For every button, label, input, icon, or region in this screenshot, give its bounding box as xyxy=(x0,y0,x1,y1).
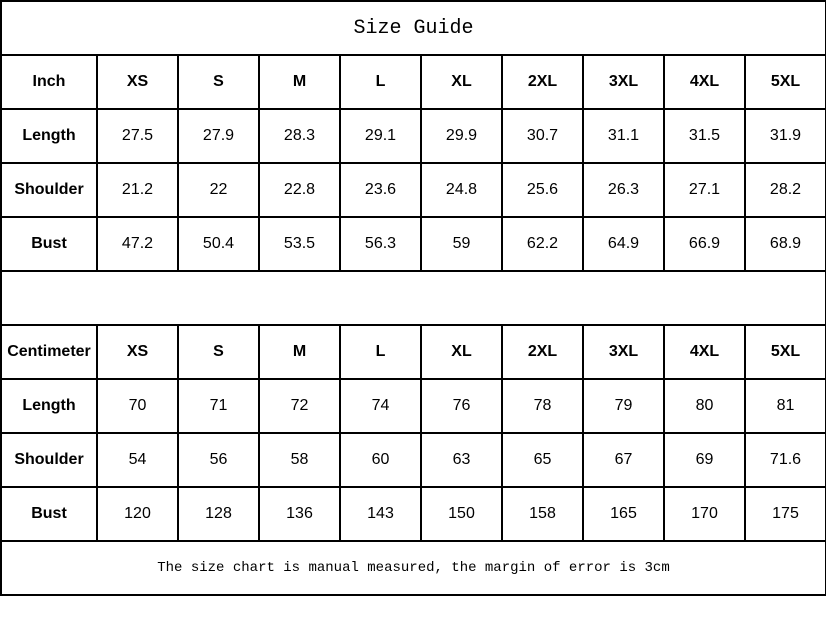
measurement-cell: 128 xyxy=(177,486,260,542)
unit-header: Inch xyxy=(0,54,98,110)
measurement-cell: 31.5 xyxy=(663,108,746,164)
measurement-cell: 71.6 xyxy=(744,432,826,488)
measurement-cell: 78 xyxy=(501,378,584,434)
measurement-cell: 29.1 xyxy=(339,108,422,164)
measurement-cell: 65 xyxy=(501,432,584,488)
measurement-cell: 28.2 xyxy=(744,162,826,218)
table-title: Size Guide xyxy=(0,0,826,56)
measurement-cell: 60 xyxy=(339,432,422,488)
size-header: 2XL xyxy=(501,54,584,110)
size-header: 5XL xyxy=(744,324,826,380)
size-header: 3XL xyxy=(582,324,665,380)
measurement-cell: 67 xyxy=(582,432,665,488)
row-label: Bust xyxy=(0,486,98,542)
measurement-cell: 79 xyxy=(582,378,665,434)
size-header: S xyxy=(177,54,260,110)
measurement-cell: 27.5 xyxy=(96,108,179,164)
measurement-cell: 30.7 xyxy=(501,108,584,164)
measurement-cell: 158 xyxy=(501,486,584,542)
measurement-cell: 22 xyxy=(177,162,260,218)
header-row: Centimeter XS S M L XL 2XL 3XL 4XL 5XL xyxy=(0,324,826,380)
measurement-cell: 29.9 xyxy=(420,108,503,164)
size-header: 5XL xyxy=(744,54,826,110)
row-label: Length xyxy=(0,378,98,434)
unit-header: Centimeter xyxy=(0,324,98,380)
measurement-cell: 56 xyxy=(177,432,260,488)
measurement-cell: 68.9 xyxy=(744,216,826,272)
measurement-cell: 69 xyxy=(663,432,746,488)
measurement-cell: 54 xyxy=(96,432,179,488)
measurement-note: The size chart is manual measured, the m… xyxy=(0,540,826,596)
measurement-cell: 62.2 xyxy=(501,216,584,272)
measurement-cell: 76 xyxy=(420,378,503,434)
spacer-row xyxy=(0,270,826,326)
measurement-cell: 31.1 xyxy=(582,108,665,164)
table-row: Length 27.5 27.9 28.3 29.1 29.9 30.7 31.1 31.5 31… xyxy=(0,108,826,164)
measurement-cell: 59 xyxy=(420,216,503,272)
measurement-cell: 150 xyxy=(420,486,503,542)
title-row: Size Guide xyxy=(0,0,826,56)
row-label: Shoulder xyxy=(0,162,98,218)
size-header: XL xyxy=(420,324,503,380)
size-header: M xyxy=(258,324,341,380)
measurement-cell: 21.2 xyxy=(96,162,179,218)
measurement-cell: 64.9 xyxy=(582,216,665,272)
measurement-cell: 50.4 xyxy=(177,216,260,272)
measurement-cell: 71 xyxy=(177,378,260,434)
row-label: Shoulder xyxy=(0,432,98,488)
table-row: Bust 47.2 50.4 53.5 56.3 59 62.2 64.9 66.9 68.9 xyxy=(0,216,826,272)
measurement-cell: 66.9 xyxy=(663,216,746,272)
measurement-cell: 165 xyxy=(582,486,665,542)
measurement-cell: 143 xyxy=(339,486,422,542)
measurement-cell: 23.6 xyxy=(339,162,422,218)
measurement-cell: 27.1 xyxy=(663,162,746,218)
spacer-cell xyxy=(0,270,826,326)
measurement-cell: 25.6 xyxy=(501,162,584,218)
measurement-cell: 63 xyxy=(420,432,503,488)
measurement-cell: 47.2 xyxy=(96,216,179,272)
table-row: Length 70 71 72 74 76 78 79 80 81 xyxy=(0,378,826,434)
size-header: M xyxy=(258,54,341,110)
measurement-cell: 26.3 xyxy=(582,162,665,218)
measurement-cell: 70 xyxy=(96,378,179,434)
measurement-cell: 53.5 xyxy=(258,216,341,272)
size-header: XL xyxy=(420,54,503,110)
measurement-cell: 74 xyxy=(339,378,422,434)
size-header: S xyxy=(177,324,260,380)
measurement-cell: 31.9 xyxy=(744,108,826,164)
size-header: 2XL xyxy=(501,324,584,380)
measurement-cell: 175 xyxy=(744,486,826,542)
size-header: 4XL xyxy=(663,54,746,110)
size-guide-table: Size Guide Inch XS S M L XL 2XL 3XL 4XL 5XL Length… xyxy=(0,0,826,596)
size-header: XS xyxy=(96,324,179,380)
size-header: L xyxy=(339,54,422,110)
measurement-cell: 170 xyxy=(663,486,746,542)
measurement-cell: 136 xyxy=(258,486,341,542)
measurement-cell: 24.8 xyxy=(420,162,503,218)
measurement-cell: 27.9 xyxy=(177,108,260,164)
size-header: 4XL xyxy=(663,324,746,380)
note-row: The size chart is manual measured, the m… xyxy=(0,540,826,596)
table-row: Shoulder 54 56 58 60 63 65 67 69 71.6 xyxy=(0,432,826,488)
measurement-cell: 72 xyxy=(258,378,341,434)
measurement-cell: 120 xyxy=(96,486,179,542)
measurement-cell: 28.3 xyxy=(258,108,341,164)
measurement-cell: 58 xyxy=(258,432,341,488)
size-header: XS xyxy=(96,54,179,110)
row-label: Bust xyxy=(0,216,98,272)
measurement-cell: 80 xyxy=(663,378,746,434)
measurement-cell: 56.3 xyxy=(339,216,422,272)
size-header: L xyxy=(339,324,422,380)
measurement-cell: 81 xyxy=(744,378,826,434)
table-row: Bust 120 128 136 143 150 158 165 170 175 xyxy=(0,486,826,542)
header-row: Inch XS S M L XL 2XL 3XL 4XL 5XL xyxy=(0,54,826,110)
row-label: Length xyxy=(0,108,98,164)
table-row: Shoulder 21.2 22 22.8 23.6 24.8 25.6 26.3 27.1 28… xyxy=(0,162,826,218)
size-header: 3XL xyxy=(582,54,665,110)
measurement-cell: 22.8 xyxy=(258,162,341,218)
